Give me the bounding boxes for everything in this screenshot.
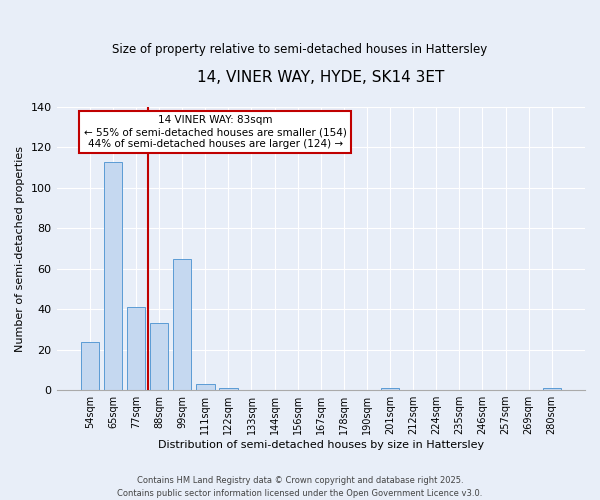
Bar: [381, 388, 400, 390]
Title: 14, VINER WAY, HYDE, SK14 3ET: 14, VINER WAY, HYDE, SK14 3ET: [197, 70, 445, 85]
Text: 14 VINER WAY: 83sqm
← 55% of semi-detached houses are smaller (154)
44% of semi-: 14 VINER WAY: 83sqm ← 55% of semi-detach…: [83, 116, 347, 148]
Bar: [542, 388, 561, 390]
Text: Size of property relative to semi-detached houses in Hattersley: Size of property relative to semi-detach…: [112, 42, 488, 56]
Bar: [150, 324, 169, 390]
Bar: [104, 162, 122, 390]
Bar: [173, 258, 191, 390]
Bar: [219, 388, 238, 390]
Bar: [80, 342, 99, 390]
Y-axis label: Number of semi-detached properties: Number of semi-detached properties: [15, 146, 25, 352]
Bar: [196, 384, 215, 390]
Text: Contains HM Land Registry data © Crown copyright and database right 2025.
Contai: Contains HM Land Registry data © Crown c…: [118, 476, 482, 498]
Bar: [127, 307, 145, 390]
X-axis label: Distribution of semi-detached houses by size in Hattersley: Distribution of semi-detached houses by …: [158, 440, 484, 450]
